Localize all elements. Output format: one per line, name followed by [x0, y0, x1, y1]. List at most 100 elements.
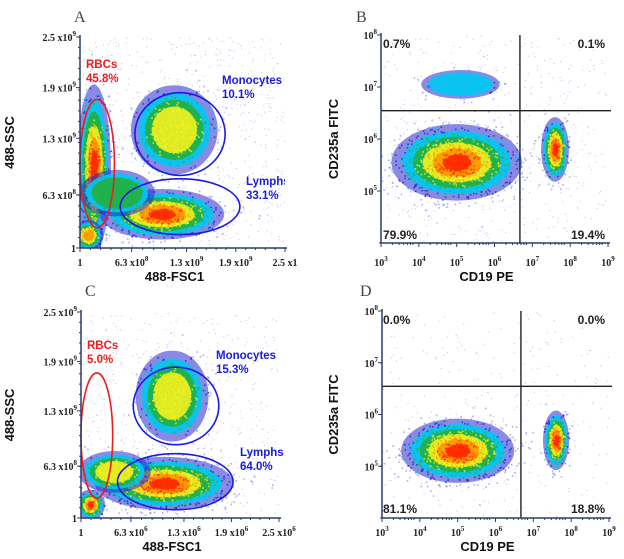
event-dot — [427, 219, 429, 221]
event-dot — [469, 169, 472, 171]
event-dot — [475, 234, 477, 236]
event-dot — [90, 98, 92, 101]
event-dot — [131, 185, 133, 188]
event-dot — [244, 160, 246, 162]
event-dot — [443, 204, 445, 206]
event-dot — [269, 86, 271, 88]
event-dot — [479, 230, 481, 232]
event-dot — [239, 199, 241, 201]
event-dot — [418, 165, 421, 167]
event-dot — [537, 65, 538, 67]
event-dot — [182, 135, 184, 137]
event-dot — [92, 242, 94, 245]
event-dot — [449, 111, 451, 113]
event-dot — [564, 103, 566, 105]
event-dot — [480, 191, 483, 193]
event-dot — [168, 77, 170, 79]
event-dot — [531, 93, 533, 95]
event-dot — [494, 172, 497, 175]
event-dot — [272, 97, 274, 99]
event-dot — [436, 150, 438, 152]
event-dot — [489, 207, 491, 209]
event-dot — [433, 180, 435, 182]
event-dot — [430, 188, 433, 191]
event-dot — [127, 221, 130, 224]
event-dot — [434, 210, 435, 212]
event-dot — [92, 124, 94, 126]
event-dot — [438, 207, 440, 209]
event-dot — [187, 220, 190, 223]
event-dot — [455, 163, 457, 165]
event-dot — [437, 138, 439, 141]
event-dot — [435, 152, 437, 154]
event-dot — [135, 65, 137, 67]
event-dot — [242, 206, 244, 209]
event-dot — [160, 128, 163, 130]
event-dot — [248, 154, 250, 156]
event-dot — [189, 124, 192, 126]
event-dot — [81, 206, 83, 209]
event-dot — [93, 141, 95, 143]
event-dot — [160, 59, 162, 61]
event-dot — [485, 174, 488, 176]
event-dot — [133, 147, 135, 150]
event-dot — [191, 203, 193, 206]
event-dot — [265, 135, 267, 136]
event-dot — [450, 156, 453, 159]
event-dot — [444, 185, 447, 187]
event-dot — [99, 149, 102, 152]
event-dot — [516, 180, 518, 182]
event-dot — [195, 222, 197, 225]
event-dot — [152, 154, 155, 157]
event-dot — [271, 219, 273, 221]
event-dot — [468, 175, 471, 177]
event-dot — [217, 225, 219, 227]
event-dot — [163, 236, 165, 239]
event-dot — [217, 138, 219, 140]
event-dot — [188, 145, 191, 147]
event-dot — [481, 229, 483, 231]
event-dot — [182, 143, 184, 146]
event-dot — [480, 174, 482, 177]
event-dot — [446, 139, 448, 141]
event-dot — [481, 226, 483, 228]
event-dot — [191, 117, 193, 120]
event-dot — [159, 129, 162, 132]
event-dot — [178, 131, 181, 133]
event-dot — [444, 151, 446, 154]
event-dot — [273, 74, 275, 76]
event-dot — [91, 148, 94, 150]
event-dot — [588, 152, 590, 154]
event-dot — [92, 240, 95, 243]
event-dot — [194, 138, 196, 141]
event-dot — [158, 216, 161, 219]
event-dot — [483, 171, 486, 173]
event-dot — [111, 155, 113, 158]
event-dot — [269, 103, 271, 105]
event-dot — [164, 215, 167, 218]
event-dot — [414, 184, 417, 186]
event-dot — [459, 153, 461, 155]
event-dot — [420, 173, 423, 176]
event-dot — [484, 142, 487, 145]
event-dot — [420, 106, 422, 108]
event-dot — [469, 145, 471, 147]
event-dot — [225, 84, 227, 86]
event-dot — [384, 66, 386, 68]
event-dot — [177, 200, 180, 203]
event-dot — [131, 155, 133, 157]
event-dot — [446, 187, 449, 190]
event-dot — [217, 166, 219, 169]
event-dot — [459, 149, 462, 152]
event-dot — [371, 177, 373, 179]
event-dot — [182, 204, 184, 207]
event-dot — [426, 171, 428, 173]
event-dot — [509, 163, 511, 165]
event-dot — [200, 107, 202, 109]
event-dot — [87, 178, 89, 181]
event-dot — [174, 97, 177, 99]
event-dot — [209, 244, 211, 246]
event-dot — [105, 221, 107, 223]
event-dot — [463, 150, 465, 153]
event-dot — [90, 71, 91, 72]
